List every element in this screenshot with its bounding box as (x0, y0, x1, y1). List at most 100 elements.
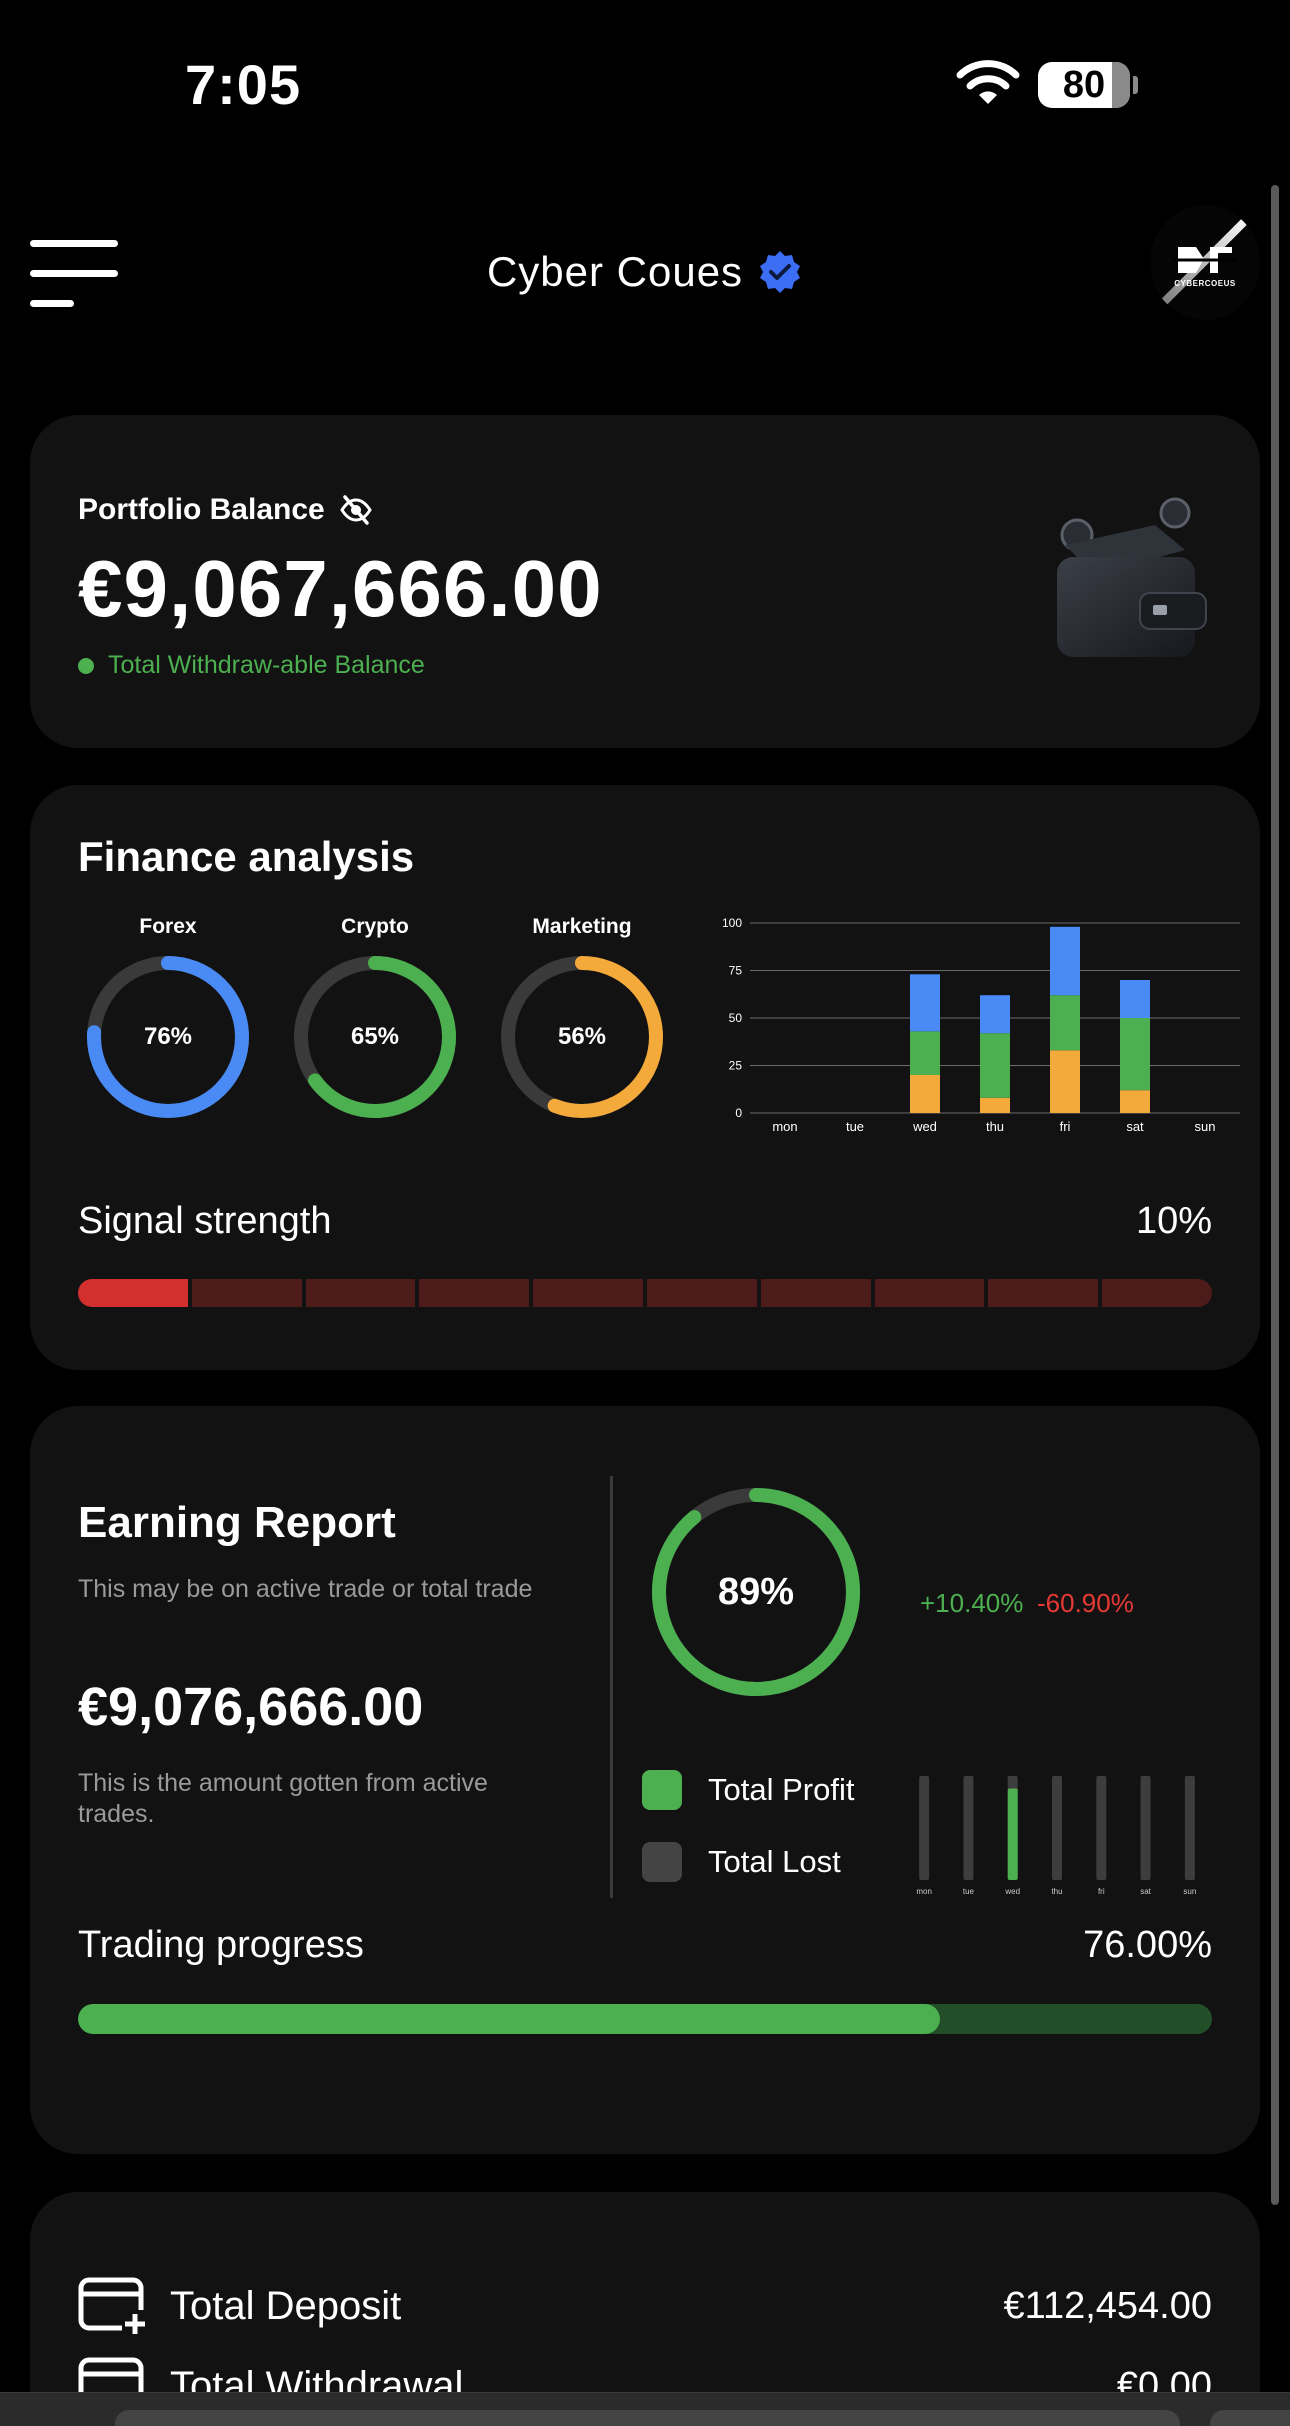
mini-bar-track (1184, 1776, 1195, 1880)
bar-segment (1050, 926, 1080, 996)
mini-x-label: tue (963, 1887, 975, 1896)
earning-description: This may be on active trade or total tra… (78, 1575, 533, 1603)
mini-x-label: sat (1140, 1887, 1151, 1896)
donut-arc (87, 956, 249, 1118)
card-plus-icon (78, 2277, 148, 2336)
y-tick-label: 100 (722, 916, 742, 930)
legend-total-profit: Total Profit (642, 1770, 854, 1810)
portfolio-label: Portfolio Balance (78, 493, 325, 526)
finance-title: Finance analysis (78, 833, 415, 880)
mini-bar-fill (1007, 1788, 1018, 1880)
x-tick-label: sun (1195, 1119, 1216, 1134)
gauge-percent: 65% (350, 1023, 400, 1050)
signal-strength-value: 10% (1135, 1200, 1212, 1242)
earning-report-card: Earning Report This may be on active tra… (30, 1406, 1260, 2154)
trading-progress-fill (78, 2004, 940, 2034)
eye-off-icon[interactable] (339, 493, 373, 527)
wifi-icon (956, 60, 1020, 104)
x-tick-label: sat (1126, 1119, 1144, 1134)
wallet-illustration-icon (1057, 497, 1207, 657)
bar-segment (1120, 980, 1150, 1018)
withdrawable-label: Total Withdraw-able Balance (108, 651, 425, 679)
donut-arc (294, 956, 456, 1118)
x-tick-label: tue (846, 1119, 864, 1134)
gauge-percent: 76% (143, 1023, 193, 1050)
bar-segment (910, 1075, 940, 1113)
bar-segment (910, 974, 940, 1032)
x-tick-label: mon (772, 1119, 797, 1134)
trading-progress-label: Trading progress (78, 1924, 364, 1966)
signal-segment (305, 1279, 416, 1307)
legend-swatch (642, 1770, 682, 1810)
trading-progress-value: 76.00% (1083, 1924, 1212, 1966)
bar-segment (1050, 995, 1080, 1051)
y-tick-label: 50 (729, 1011, 743, 1025)
toolbar-button[interactable] (1210, 2410, 1290, 2426)
legend-swatch (642, 1842, 682, 1882)
mini-x-label: wed (1004, 1887, 1020, 1896)
signal-segment (874, 1279, 985, 1307)
weekly-stacked-bar-chart: 0 25 50 75 100 mon tue wed thu fri sat sun (722, 916, 1240, 1134)
address-bar[interactable] (115, 2410, 1180, 2426)
donut-ring (87, 956, 249, 1118)
legend-label: Total Lost (708, 1844, 841, 1879)
hamburger-menu-icon[interactable] (30, 240, 118, 308)
earning-title: Earning Report (78, 1498, 396, 1547)
bar-segment (980, 1033, 1010, 1098)
donut-arc (501, 956, 663, 1118)
bar-segment (1050, 1050, 1080, 1113)
gauge-label: Crypto (341, 915, 409, 938)
gauge-label: Forex (139, 915, 197, 938)
totals-card: Total Deposit €112,454.00 Total Withdraw… (30, 2192, 1260, 2426)
logo-mark-icon (1174, 247, 1236, 273)
marketing-donut: 56% (498, 953, 666, 1121)
legend-total-lost: Total Lost (642, 1842, 841, 1882)
mini-bar-track (963, 1776, 974, 1880)
status-time: 7:05 (185, 53, 302, 116)
y-tick-label: 75 (729, 964, 743, 978)
scrollbar[interactable] (1271, 185, 1279, 2205)
mini-bar-track (1096, 1776, 1107, 1880)
marketing-gauge: Marketing 56% (492, 915, 672, 1121)
mini-bar-track (1140, 1776, 1151, 1880)
earning-donut-percent: 89% (717, 1570, 795, 1613)
trading-progress-bar (78, 2004, 1212, 2034)
change-up: +10.40% (920, 1588, 1024, 1618)
signal-strength-meter (78, 1279, 1212, 1307)
avatar-logo-text: CYBERCOEUS (1174, 279, 1236, 288)
verified-badge-icon (760, 251, 801, 293)
mini-x-label: fri (1098, 1887, 1105, 1896)
y-tick-label: 25 (729, 1059, 743, 1073)
forex-gauge: Forex 76% (78, 915, 258, 1121)
mini-bar-track (1052, 1776, 1062, 1880)
earning-note: This is the amount gotten from active tr… (78, 1769, 488, 1829)
y-tick-label: 0 (735, 1106, 742, 1120)
change-down: -60.90% (1037, 1588, 1134, 1618)
total-deposit-value: €112,454.00 (1003, 2284, 1213, 2327)
battery-indicator: 80 (1038, 62, 1138, 108)
profile-avatar[interactable]: CYBERCOEUS (1150, 205, 1260, 320)
mini-x-label: sun (1183, 1887, 1196, 1896)
portfolio-card: Portfolio Balance €9,067,666.00 Total Wi… (30, 415, 1260, 748)
signal-strength-label: Signal strength (78, 1200, 332, 1242)
bar-segment (980, 995, 1010, 1034)
bar-segment (980, 1097, 1010, 1113)
signal-segment (533, 1279, 643, 1307)
donut-ring (501, 956, 663, 1118)
signal-segment (78, 1279, 188, 1307)
gauge-percent: 56% (557, 1023, 607, 1050)
divider (610, 1476, 613, 1898)
withdrawable-note: Total Withdraw-able Balance (78, 651, 425, 680)
bar-segment (910, 1031, 940, 1075)
gauge-label: Marketing (532, 915, 632, 938)
mini-x-label: thu (1051, 1887, 1062, 1896)
donut-arc (652, 1488, 860, 1696)
x-tick-label: wed (912, 1119, 937, 1134)
portfolio-balance: €9,067,666.00 (78, 544, 603, 633)
total-deposit-row[interactable]: Total Deposit €112,454.00 (78, 2276, 1212, 2336)
bar-segment (1120, 1018, 1150, 1091)
forex-donut: 76% (84, 953, 252, 1121)
battery-level: 80 (1062, 63, 1106, 106)
finance-analysis-card: Finance analysis Forex 76% Crypto 65% (30, 785, 1260, 1370)
